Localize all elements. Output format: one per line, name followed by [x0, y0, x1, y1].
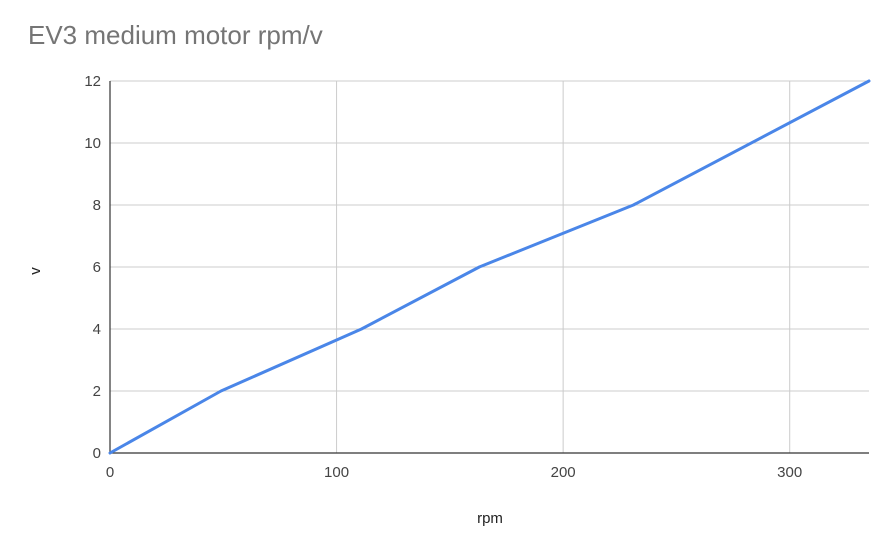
y-tick-label: 6: [93, 259, 101, 276]
series-layer: [108, 79, 871, 455]
chart-title: EV3 medium motor rpm/v: [28, 20, 323, 50]
series-line: [108, 79, 871, 455]
tick-labels: 0 2 4 6 8 10 12 0 100 200 300: [84, 73, 802, 481]
y-tick-label: 8: [93, 197, 101, 214]
y-tick-label: 10: [84, 135, 101, 152]
x-tick-label: 0: [106, 464, 114, 481]
gridlines: [110, 80, 869, 453]
y-tick-label: 4: [93, 321, 101, 338]
x-tick-label: 300: [777, 464, 802, 481]
x-tick-label: 100: [324, 464, 349, 481]
y-tick-label: 0: [93, 445, 101, 462]
axes: [109, 81, 869, 454]
y-axis-title: v: [27, 267, 44, 275]
x-tick-label: 200: [551, 464, 576, 481]
y-tick-label: 2: [93, 383, 101, 400]
y-tick-label: 12: [84, 73, 101, 90]
x-axis-title: rpm: [477, 510, 503, 527]
